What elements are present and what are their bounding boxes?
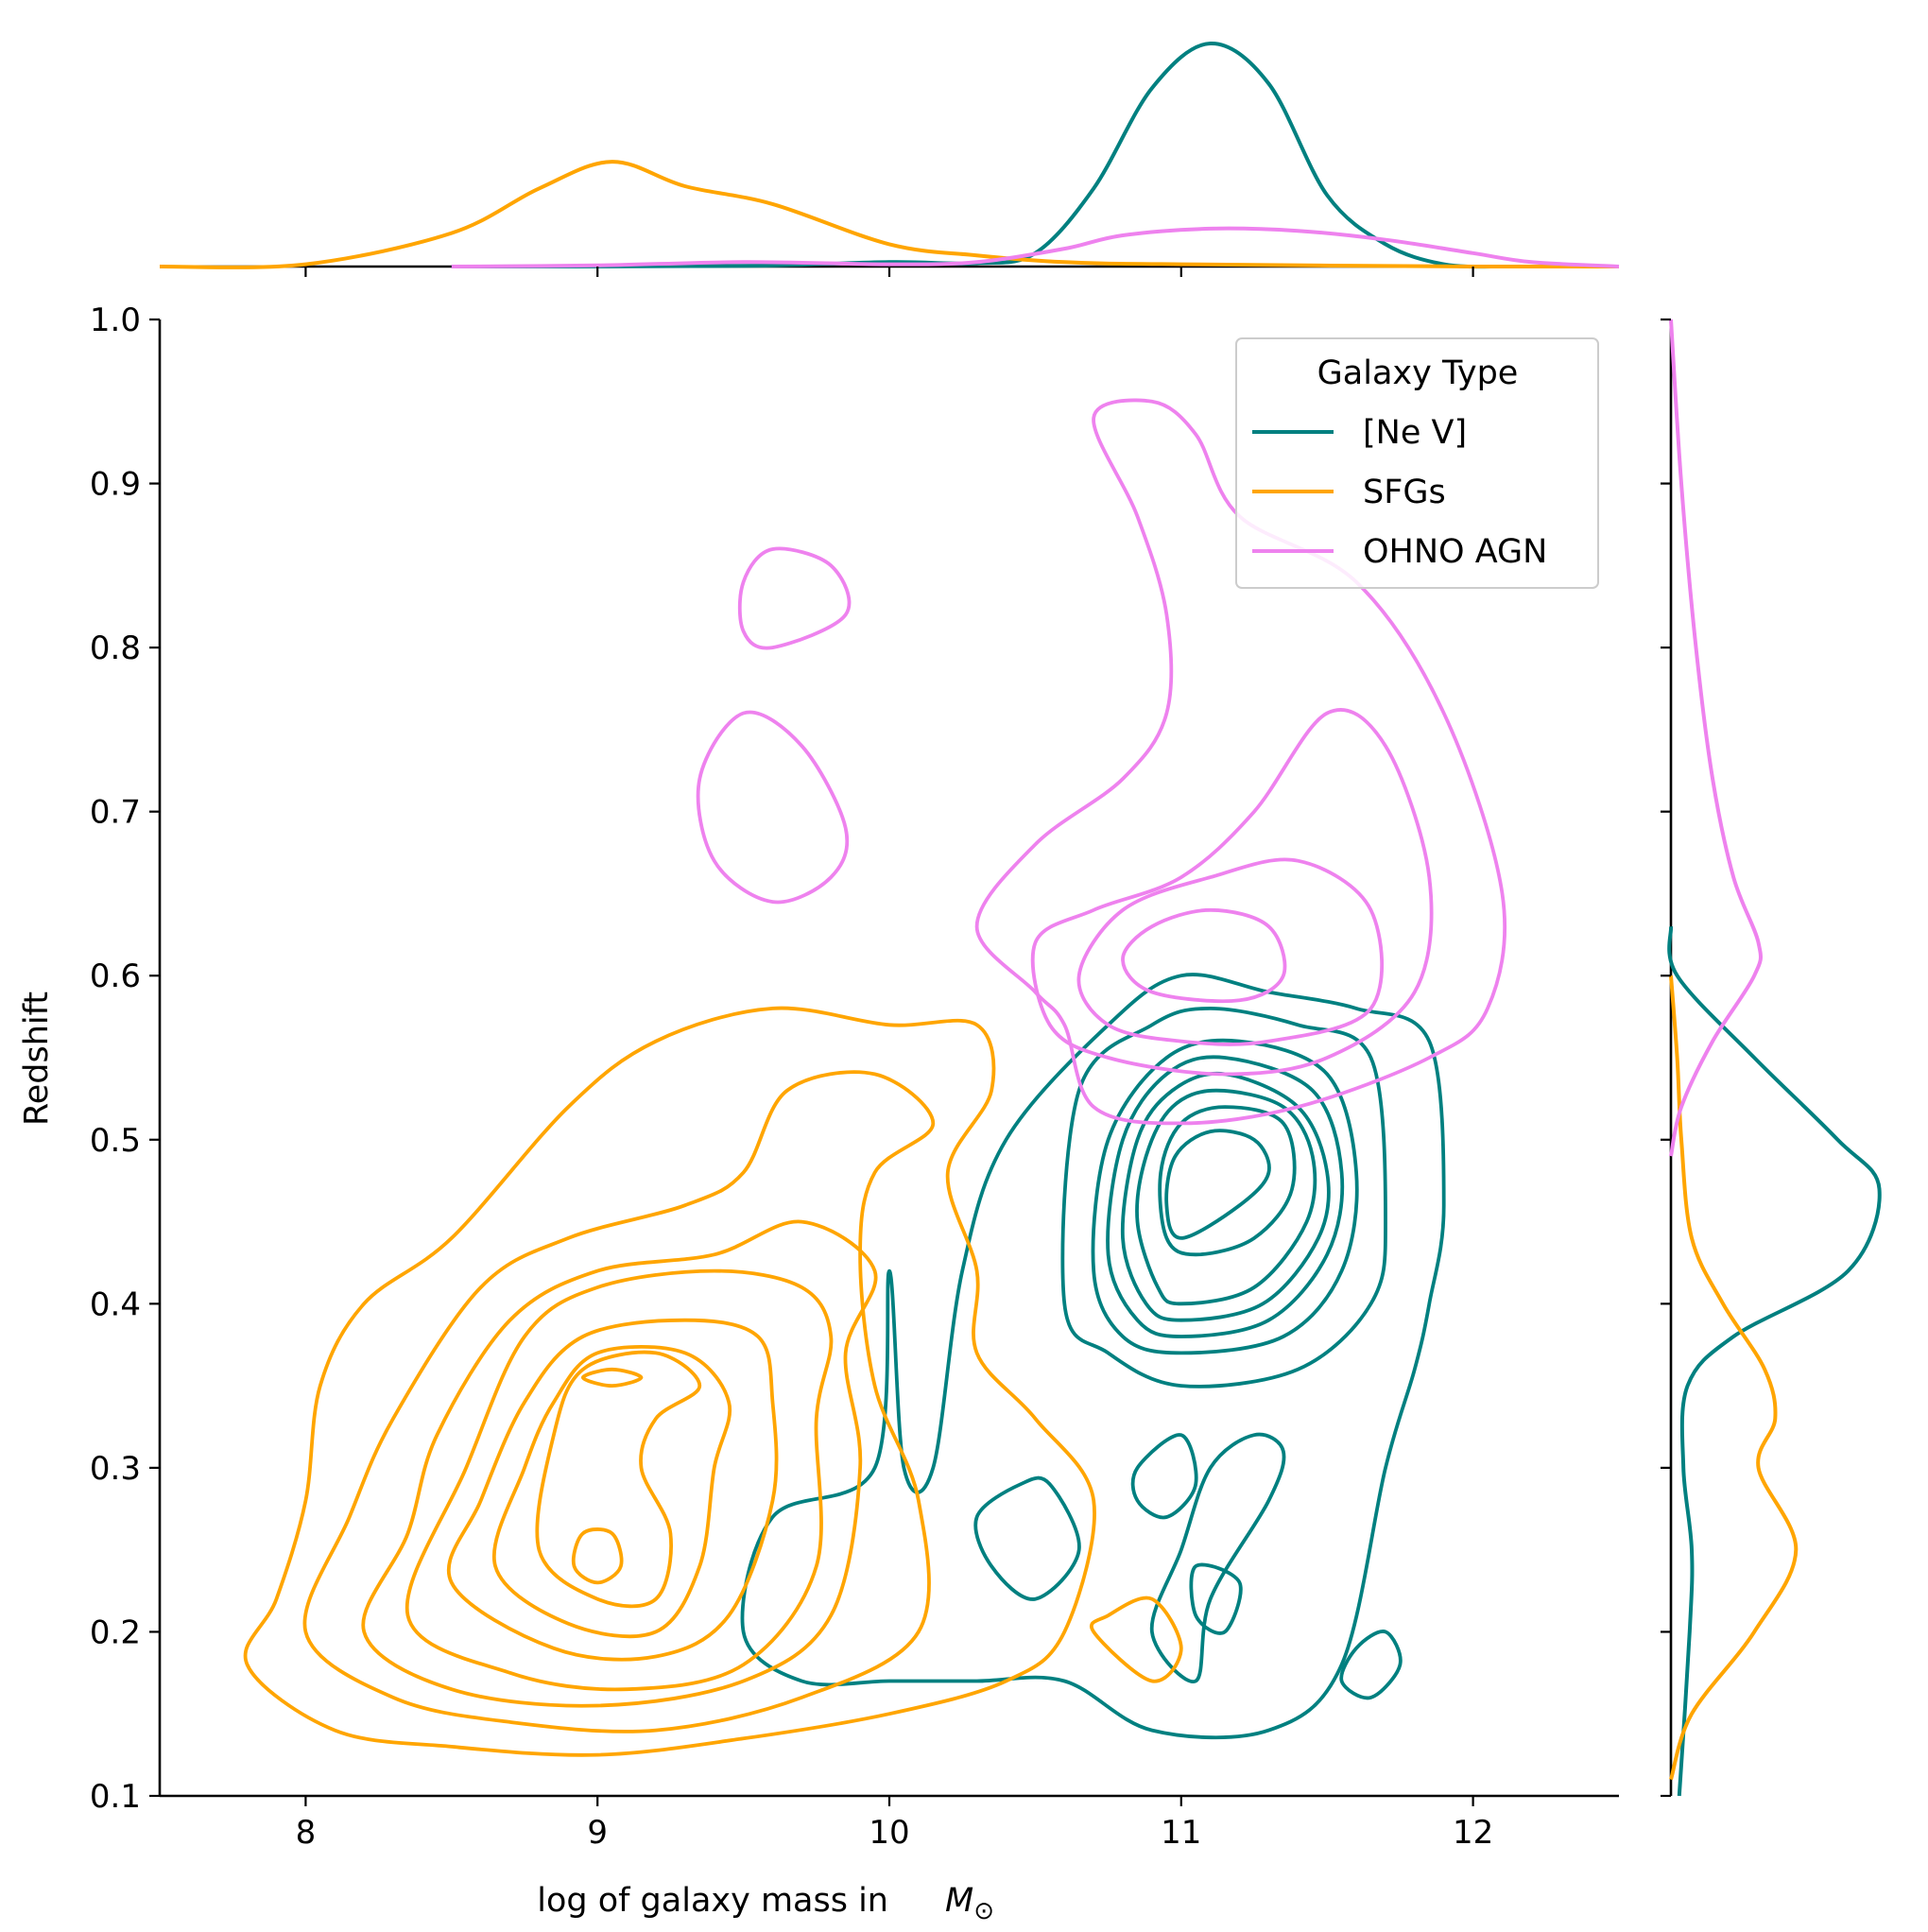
top-marginal-ohno-agn xyxy=(451,226,1620,268)
contour-sfgs-4 xyxy=(446,1318,779,1662)
y-tick-label-0.6: 0.6 xyxy=(90,957,141,995)
y-tick-label-1.0: 1.0 xyxy=(90,302,141,339)
main-plot-contours xyxy=(243,398,1507,1757)
legend-title: Galaxy Type xyxy=(1317,354,1519,392)
contour-sfgs-5 xyxy=(491,1344,732,1639)
right-marginal-ticks xyxy=(1661,318,1671,1798)
right-marginal-ohno-agn xyxy=(1669,319,1763,1157)
y-tick-label-0.3: 0.3 xyxy=(90,1450,141,1488)
contour-ne-v-7 xyxy=(1164,1129,1271,1240)
contour-sfgs-2 xyxy=(361,1219,878,1708)
top-marginal-curves xyxy=(159,41,1620,269)
y-tick-label-0.8: 0.8 xyxy=(90,630,141,667)
x-ticks: 8 9 10 11 12 xyxy=(296,1796,1493,1852)
x-tick-label-11: 11 xyxy=(1161,1814,1201,1852)
x-tick-label-10: 10 xyxy=(869,1814,909,1852)
contour-ne-v-9 xyxy=(1130,1433,1198,1520)
y-tick-label-0.7: 0.7 xyxy=(90,794,141,832)
contour-ne-v-1 xyxy=(1060,1007,1387,1389)
contour-ohno-agn-5 xyxy=(696,710,850,905)
contour-ohno-agn-1 xyxy=(1030,708,1434,1077)
contour-ne-v-5 xyxy=(1135,1088,1317,1306)
contour-ohno-agn-4 xyxy=(737,546,852,650)
right-marginal-ne-v xyxy=(1667,925,1882,1797)
contour-ne-v-6 xyxy=(1158,1105,1297,1257)
contour-sfgs-9 xyxy=(1089,1596,1183,1683)
y-ticks: 0.1 0.2 0.3 0.4 0.5 0.6 0.7 0.8 0.9 1.0 xyxy=(90,302,160,1816)
contour-ne-v-4 xyxy=(1120,1071,1331,1322)
contour-sfgs-8 xyxy=(580,1367,644,1388)
contour-ohno-agn-2 xyxy=(1076,857,1385,1046)
x-tick-label-12: 12 xyxy=(1453,1814,1493,1852)
contour-sfgs-0 xyxy=(243,1006,1096,1757)
right-marginal-curves xyxy=(1667,319,1882,1797)
y-tick-label-0.5: 0.5 xyxy=(90,1122,141,1160)
contour-sfgs-7 xyxy=(571,1527,624,1585)
contour-ne-v-12 xyxy=(1339,1630,1403,1700)
right-marginal-sfgs xyxy=(1669,975,1799,1781)
x-tick-label-8: 8 xyxy=(296,1814,317,1852)
y-tick-label-0.2: 0.2 xyxy=(90,1613,141,1651)
contour-sfgs-6 xyxy=(535,1350,702,1609)
contour-sfgs-1 xyxy=(302,1070,936,1734)
x-axis-label: log of galaxy mass in xyxy=(537,1882,888,1920)
legend-label-nev: [Ne V] xyxy=(1363,414,1467,452)
y-tick-label-0.4: 0.4 xyxy=(90,1285,141,1323)
legend-label-sfgs: SFGs xyxy=(1363,474,1446,511)
contour-ne-v-10 xyxy=(1149,1432,1286,1683)
top-marginal-sfgs xyxy=(159,160,1620,269)
legend-box xyxy=(1235,337,1599,589)
y-tick-label-0.9: 0.9 xyxy=(90,466,141,504)
y-tick-label-0.1: 0.1 xyxy=(90,1778,141,1816)
top-marginal-ticks xyxy=(304,267,1474,277)
contour-sfgs-3 xyxy=(405,1268,834,1692)
legend-label-ohno-agn: OHNO AGN xyxy=(1363,533,1547,571)
contour-ne-v-3 xyxy=(1106,1055,1345,1338)
x-tick-label-9: 9 xyxy=(587,1814,608,1852)
contour-ne-v-8 xyxy=(973,1475,1081,1601)
contour-ohno-agn-3 xyxy=(1121,907,1287,1004)
legend: Galaxy Type [Ne V] SFGs OHNO AGN xyxy=(1235,337,1599,589)
x-axis-label-symbol: M⊙ xyxy=(945,1882,994,1925)
contour-ne-v-11 xyxy=(1189,1562,1243,1635)
y-axis-label: Redshift xyxy=(18,992,56,1126)
contour-ne-v-2 xyxy=(1091,1038,1359,1355)
